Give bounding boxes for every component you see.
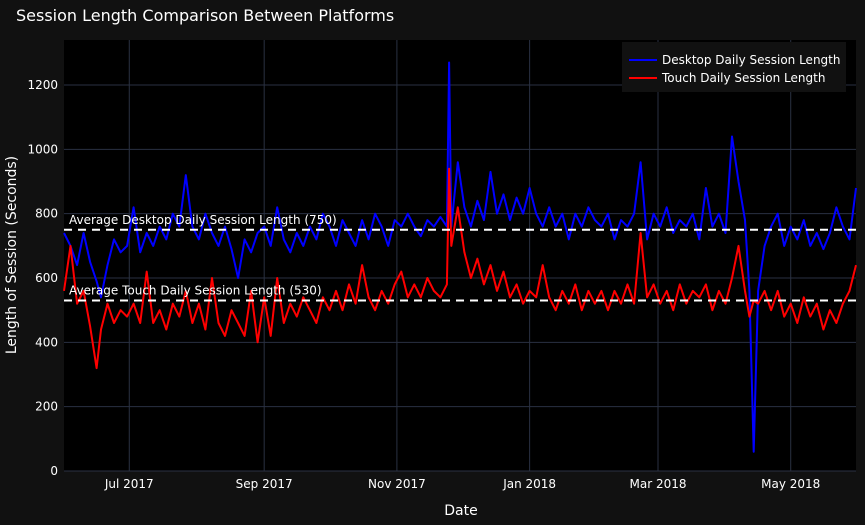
x-axis-title: Date bbox=[444, 503, 477, 519]
y-tick-label: 600 bbox=[35, 271, 58, 285]
y-tick-label: 0 bbox=[50, 464, 58, 478]
legend-label-touch[interactable]: Touch Daily Session Length bbox=[661, 71, 825, 85]
y-tick-label: 200 bbox=[35, 400, 58, 414]
legend-label-desktop[interactable]: Desktop Daily Session Length bbox=[662, 53, 840, 67]
x-tick-label: May 2018 bbox=[761, 477, 820, 491]
x-tick-label: Jan 2018 bbox=[502, 477, 556, 491]
series-lines bbox=[63, 61, 857, 453]
y-axis-title: Length of Session (Seconds) bbox=[4, 156, 20, 354]
y-tick-label: 1200 bbox=[27, 78, 58, 92]
x-tick-label: Sep 2017 bbox=[236, 477, 293, 491]
desktop-average-label: Average Desktop Daily Session Length (75… bbox=[69, 213, 337, 227]
chart-title: Session Length Comparison Between Platfo… bbox=[16, 6, 394, 25]
touch-series-line[interactable] bbox=[63, 167, 857, 370]
y-tick-label: 1000 bbox=[27, 142, 58, 156]
y-tick-label: 800 bbox=[35, 207, 58, 221]
axes: 0 200 400 600 800 1000 1200 Jul 2017 Sep 2017 Nov… bbox=[27, 78, 820, 491]
x-tick-label: Jul 2017 bbox=[104, 477, 154, 491]
x-tick-label: Nov 2017 bbox=[368, 477, 426, 491]
reference-lines: Average Desktop Daily Session Length (75… bbox=[64, 213, 856, 302]
legend-background bbox=[622, 42, 846, 92]
x-tick-label: Mar 2018 bbox=[630, 477, 687, 491]
desktop-series-line[interactable] bbox=[63, 61, 857, 453]
legend[interactable]: Desktop Daily Session Length Touch Daily… bbox=[622, 42, 846, 92]
plot-area bbox=[64, 40, 856, 471]
touch-average-label: Average Touch Daily Session Length (530) bbox=[69, 284, 322, 298]
y-tick-label: 400 bbox=[35, 335, 58, 349]
